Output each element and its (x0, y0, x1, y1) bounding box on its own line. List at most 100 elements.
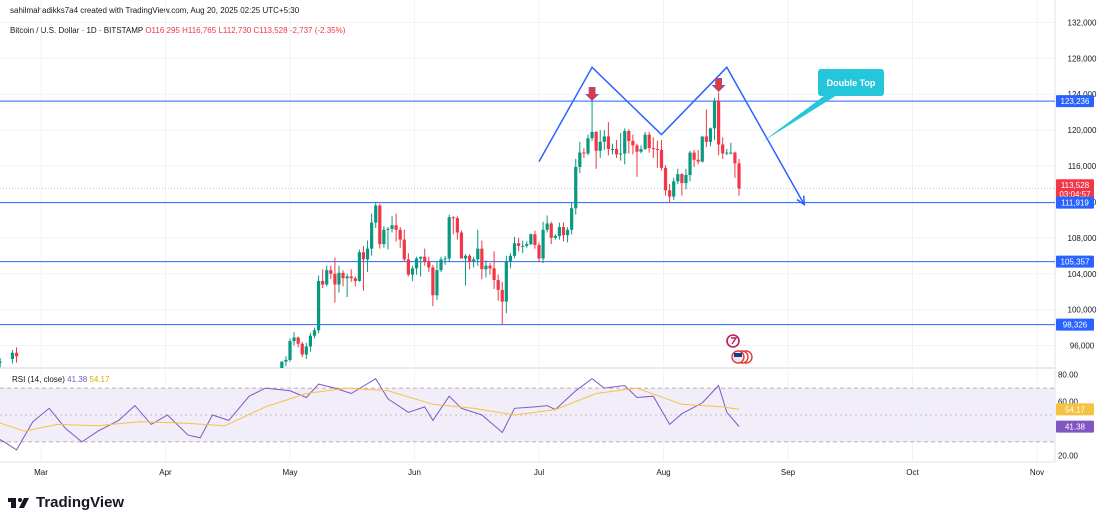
grid (0, 0, 1055, 462)
symbol-name[interactable]: Bitcoin / U.S. Dollar · 1D · BITSTAMP (10, 26, 144, 35)
candle (459, 232, 464, 259)
candle (533, 234, 537, 246)
candle (708, 128, 713, 142)
candle (463, 255, 468, 259)
support-resistance-levels[interactable] (0, 100, 1055, 326)
ohlc-open: O116,295 (145, 26, 180, 35)
candle (341, 272, 345, 279)
chart-credit: sahilmahadikks7a4 created with TradingVi… (10, 6, 300, 15)
candle (549, 223, 553, 238)
candle (316, 280, 321, 331)
callout-box[interactable] (818, 69, 884, 96)
level-price-tag-bg (1056, 318, 1094, 331)
rsi-pane (0, 378, 1055, 451)
price-change: -2,737 (-2.35%) (289, 26, 346, 35)
time-tick-label: Oct (906, 468, 919, 477)
candle (468, 255, 472, 262)
peak-arrow-icon[interactable] (585, 87, 600, 101)
rsi-tick-label: 80.00 (1058, 371, 1079, 380)
candle (614, 148, 619, 155)
candle (545, 223, 549, 230)
tradingview-brand: TradingView (36, 494, 125, 511)
flag-canton (734, 353, 742, 357)
candle (394, 225, 398, 230)
peak-arrow-icon[interactable] (711, 78, 726, 93)
candle (447, 217, 451, 259)
candle (300, 343, 304, 355)
candle (623, 131, 627, 154)
candle (365, 248, 370, 260)
candle (406, 259, 410, 275)
candle (431, 267, 435, 296)
callout-label: Double Top (827, 78, 876, 88)
candle (472, 259, 476, 262)
candle (680, 174, 684, 184)
candle (700, 136, 704, 162)
candle (570, 208, 574, 230)
candle (737, 163, 741, 189)
candle (0, 361, 2, 363)
candle (402, 239, 406, 260)
rsi-title[interactable]: RSI (14, close) (12, 375, 65, 384)
candle (349, 276, 353, 279)
price-tick-label: 116,000 (1068, 162, 1097, 171)
event-markers[interactable] (726, 334, 753, 364)
candle (525, 244, 529, 246)
candle (688, 152, 692, 176)
candle (721, 144, 725, 154)
candle (386, 228, 390, 230)
candle (643, 134, 647, 149)
candle (631, 140, 635, 146)
candle (496, 280, 500, 290)
double-top-callout[interactable]: Double Top (762, 69, 884, 142)
candle (578, 152, 582, 167)
candle (419, 256, 423, 259)
lightning-icon (731, 337, 738, 345)
time-tick-label: Nov (1030, 468, 1044, 477)
candle (565, 229, 570, 236)
current-price-tag: 03:04:57 (1059, 190, 1091, 199)
current-price-tag-bg (1056, 179, 1094, 199)
candle (378, 205, 382, 245)
level-price-tag: 98,326 (1063, 321, 1088, 330)
candle (619, 153, 623, 155)
candle (451, 217, 455, 219)
candle (427, 261, 431, 268)
candle (627, 131, 631, 141)
candle (582, 152, 586, 154)
double-top-drawing[interactable] (538, 66, 806, 207)
candle (312, 330, 317, 336)
candle (304, 346, 308, 355)
candle (296, 337, 300, 344)
event-icon[interactable] (726, 334, 740, 348)
candle (488, 265, 492, 269)
candle (553, 236, 557, 238)
candle (606, 136, 610, 149)
arrow-head (796, 195, 806, 207)
candle (361, 252, 366, 260)
rsi-value: 41.38 (67, 375, 88, 384)
candle (529, 234, 533, 245)
pattern-line[interactable] (538, 66, 805, 205)
time-tick-label: Aug (656, 468, 670, 477)
candle (480, 248, 484, 270)
price-tick-label: 96,000 (1070, 342, 1095, 351)
candle (712, 100, 717, 129)
ohlc-low: L112,730 (218, 26, 252, 35)
candle (574, 166, 578, 209)
candle (484, 265, 488, 270)
candle (598, 141, 602, 151)
candle (390, 225, 394, 229)
candle (435, 270, 439, 296)
candle (557, 227, 562, 237)
candle (492, 268, 496, 281)
rsi-legend: RSI (14, close) 41.38 54.17 (12, 375, 109, 384)
tradingview-footer[interactable]: TradingView (8, 494, 124, 511)
candle (280, 361, 284, 368)
price-tick-label: 120,000 (1068, 126, 1097, 135)
price-legend: Bitcoin / U.S. Dollar · 1D · BITSTAMP O1… (10, 26, 345, 35)
candle (284, 359, 288, 362)
rsi-ma-line (0, 387, 740, 432)
rsi-ma-value: 54.17 (89, 375, 110, 384)
